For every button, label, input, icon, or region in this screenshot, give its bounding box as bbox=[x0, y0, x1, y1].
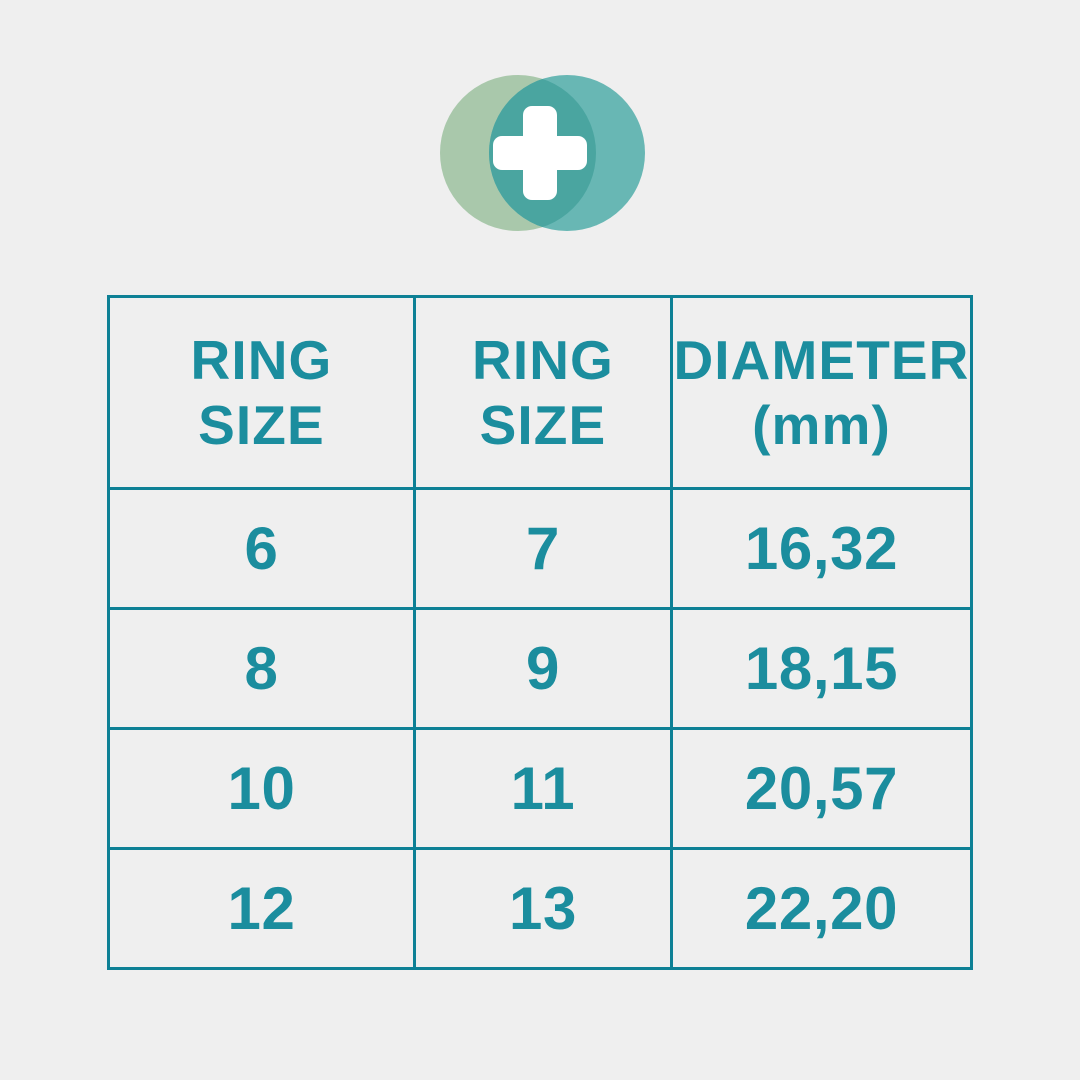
ring-size-table: RING SIZE RING SIZE DIAMETER (mm) 6 7 16… bbox=[107, 295, 973, 970]
data-cell: 18,15 bbox=[670, 607, 973, 730]
header-diameter-mm: DIAMETER (mm) bbox=[670, 295, 973, 490]
header-line: (mm) bbox=[752, 393, 891, 456]
data-cell: 22,20 bbox=[670, 847, 973, 970]
data-cell: 6 bbox=[107, 487, 416, 610]
table-row: 10 11 20,57 bbox=[107, 727, 973, 850]
table-row: 8 9 18,15 bbox=[107, 607, 973, 730]
header-line: SIZE bbox=[479, 393, 607, 456]
table-header-row: RING SIZE RING SIZE DIAMETER (mm) bbox=[107, 295, 973, 490]
data-cell: 13 bbox=[412, 847, 674, 970]
data-cell: 9 bbox=[412, 607, 674, 730]
header-line: RING bbox=[472, 328, 614, 391]
header-ring-size-1: RING SIZE bbox=[107, 295, 416, 490]
medical-cross-logo bbox=[440, 75, 645, 231]
table-row: 12 13 22,20 bbox=[107, 847, 973, 970]
table-row: 6 7 16,32 bbox=[107, 487, 973, 610]
header-line: RING bbox=[190, 328, 333, 391]
header-line: DIAMETER bbox=[673, 328, 970, 391]
data-cell: 12 bbox=[107, 847, 416, 970]
data-cell: 16,32 bbox=[670, 487, 973, 610]
data-cell: 10 bbox=[107, 727, 416, 850]
plus-cross-icon bbox=[493, 106, 587, 200]
header-line: SIZE bbox=[198, 393, 325, 456]
data-cell: 20,57 bbox=[670, 727, 973, 850]
data-cell: 7 bbox=[412, 487, 674, 610]
data-cell: 11 bbox=[412, 727, 674, 850]
header-ring-size-2: RING SIZE bbox=[412, 295, 674, 490]
data-cell: 8 bbox=[107, 607, 416, 730]
